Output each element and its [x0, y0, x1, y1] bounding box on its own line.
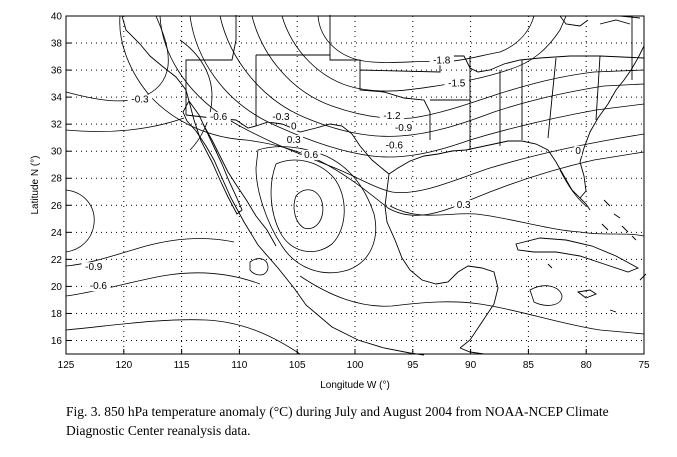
contour-label: -1.2: [383, 111, 401, 122]
x-tick-label: 95: [407, 360, 419, 371]
contour-label: -0.3: [131, 95, 149, 106]
florida-keys: [579, 197, 591, 211]
contour-west-0: [65, 117, 185, 132]
gulf-coast-us: [388, 140, 587, 199]
contour-west-loop: [65, 189, 95, 253]
contour-sw-corner: [179, 39, 213, 151]
baja-peninsula: [188, 100, 243, 215]
y-tick-label: 32: [51, 120, 63, 131]
contour-0-3: [255, 146, 377, 274]
contour-label: 0.3: [287, 135, 301, 146]
contour-labels: -1.8-1.5-1.2-0.9-0.6-0.300.30.6-0.6-0.3-…: [81, 55, 582, 292]
contour-neg-0-6: [189, 15, 645, 158]
y-tick-label: 16: [51, 336, 63, 347]
contour-label-bg: [574, 145, 582, 156]
contour-neg-1-8: [317, 15, 535, 63]
pacific-coastline: [121, 15, 425, 356]
hispaniola: [639, 273, 647, 281]
caption-line-2: Diagnostic Center reanalysis data.: [66, 423, 251, 438]
y-tick-label: 22: [51, 255, 63, 266]
jamaica: [576, 289, 597, 299]
contour-label-bg: [127, 94, 153, 105]
x-axis-label: Longitude W (°): [320, 380, 390, 391]
contour-label: 0: [575, 146, 581, 157]
contour-label-bg: [429, 55, 454, 66]
y-tick-label: 40: [51, 12, 63, 23]
contour-neg-1-2: [251, 15, 645, 119]
contour-0-9: [293, 189, 324, 230]
x-tick-label: 85: [523, 360, 535, 371]
contour-south-0: [299, 275, 645, 335]
x-tick-label: 110: [231, 360, 247, 371]
y-tick-label: 38: [51, 39, 63, 50]
contour-label-bg: [289, 121, 298, 132]
contour-label-bg: [86, 281, 111, 292]
contour-west-neg-0-3: [65, 15, 169, 102]
contour-label: -0.9: [85, 262, 103, 273]
x-tick-label: 125: [58, 360, 75, 371]
caption-line-1: Fig. 3. 850 hPa temperature anomaly (°C)…: [66, 404, 609, 419]
atlantic-coast: [579, 45, 645, 163]
contour-label: -0.9: [395, 123, 413, 134]
y-axis-label: Latitude N (°): [30, 155, 41, 214]
contour-0-6: [270, 159, 345, 252]
axis-ticks: [65, 15, 645, 354]
contour-neg-0-9: [219, 15, 645, 137]
x-tick-labels: 125 120 115 110 105 100 95 90 85 80 75: [58, 360, 650, 371]
y-tick-label: 20: [51, 282, 63, 293]
contour-label-bg: [379, 110, 405, 121]
small-islands: [547, 263, 617, 313]
x-tick-label: 90: [465, 360, 477, 371]
contour-label: -0.6: [210, 112, 228, 123]
x-tick-label: 75: [638, 360, 650, 371]
contour-neg-0-3: [159, 15, 645, 194]
y-tick-label: 36: [51, 66, 63, 77]
contour-label-bg: [382, 140, 407, 151]
great-lakes: [559, 15, 641, 27]
contour-label-bg: [444, 78, 469, 89]
x-tick-label: 100: [347, 360, 364, 371]
contour-label-bg: [284, 135, 304, 146]
contour-label: 0.3: [457, 200, 471, 211]
x-tick-label: 105: [289, 360, 306, 371]
y-tick-label: 28: [51, 174, 63, 185]
figure-caption: Fig. 3. 850 hPa temperature anomaly (°C)…: [66, 402, 666, 440]
contour-florida: [559, 169, 587, 207]
contour-caribbean-loop: [529, 285, 563, 306]
y-tick-label: 34: [51, 93, 63, 104]
y-tick-label: 26: [51, 201, 63, 212]
central-america: [459, 347, 496, 355]
contour-label-bg: [81, 262, 106, 273]
contour-label: -1.8: [433, 55, 451, 66]
contour-label: -0.6: [90, 281, 108, 292]
x-tick-label: 120: [115, 360, 132, 371]
contour-small-loop: [249, 258, 269, 276]
contour-label: 0: [291, 122, 297, 133]
cuba: [515, 237, 640, 273]
us-mexico-border: [185, 114, 390, 175]
bahamas: [601, 199, 637, 241]
contour-neg-1-5: [281, 15, 567, 92]
y-tick-label: 24: [51, 228, 63, 239]
contour-label-bg: [391, 122, 416, 133]
coastlines-and-borders: [121, 15, 647, 356]
contour-label-bg: [206, 112, 231, 123]
contour-south-0-3: [389, 205, 645, 237]
contour-label-bg: [268, 112, 294, 123]
y-tick-label: 18: [51, 309, 63, 320]
gulf-coast-mexico: [384, 173, 499, 349]
x-tick-label: 115: [174, 360, 190, 371]
contour-label: -0.3: [272, 112, 290, 123]
contour-label-bg: [454, 199, 474, 210]
x-tick-label: 80: [581, 360, 593, 371]
contour-label: -0.6: [386, 140, 404, 151]
contour-label-bg: [301, 149, 321, 160]
contour-label: 0.6: [304, 150, 318, 161]
y-tick-labels: 16 18 20 22 24 26 28 30 32 34 36 38 40: [51, 12, 63, 347]
gulf-of-california-coast: [202, 123, 277, 247]
contour-west-lower: [65, 319, 301, 355]
y-tick-label: 30: [51, 147, 63, 158]
contour-label: -1.5: [448, 78, 466, 89]
